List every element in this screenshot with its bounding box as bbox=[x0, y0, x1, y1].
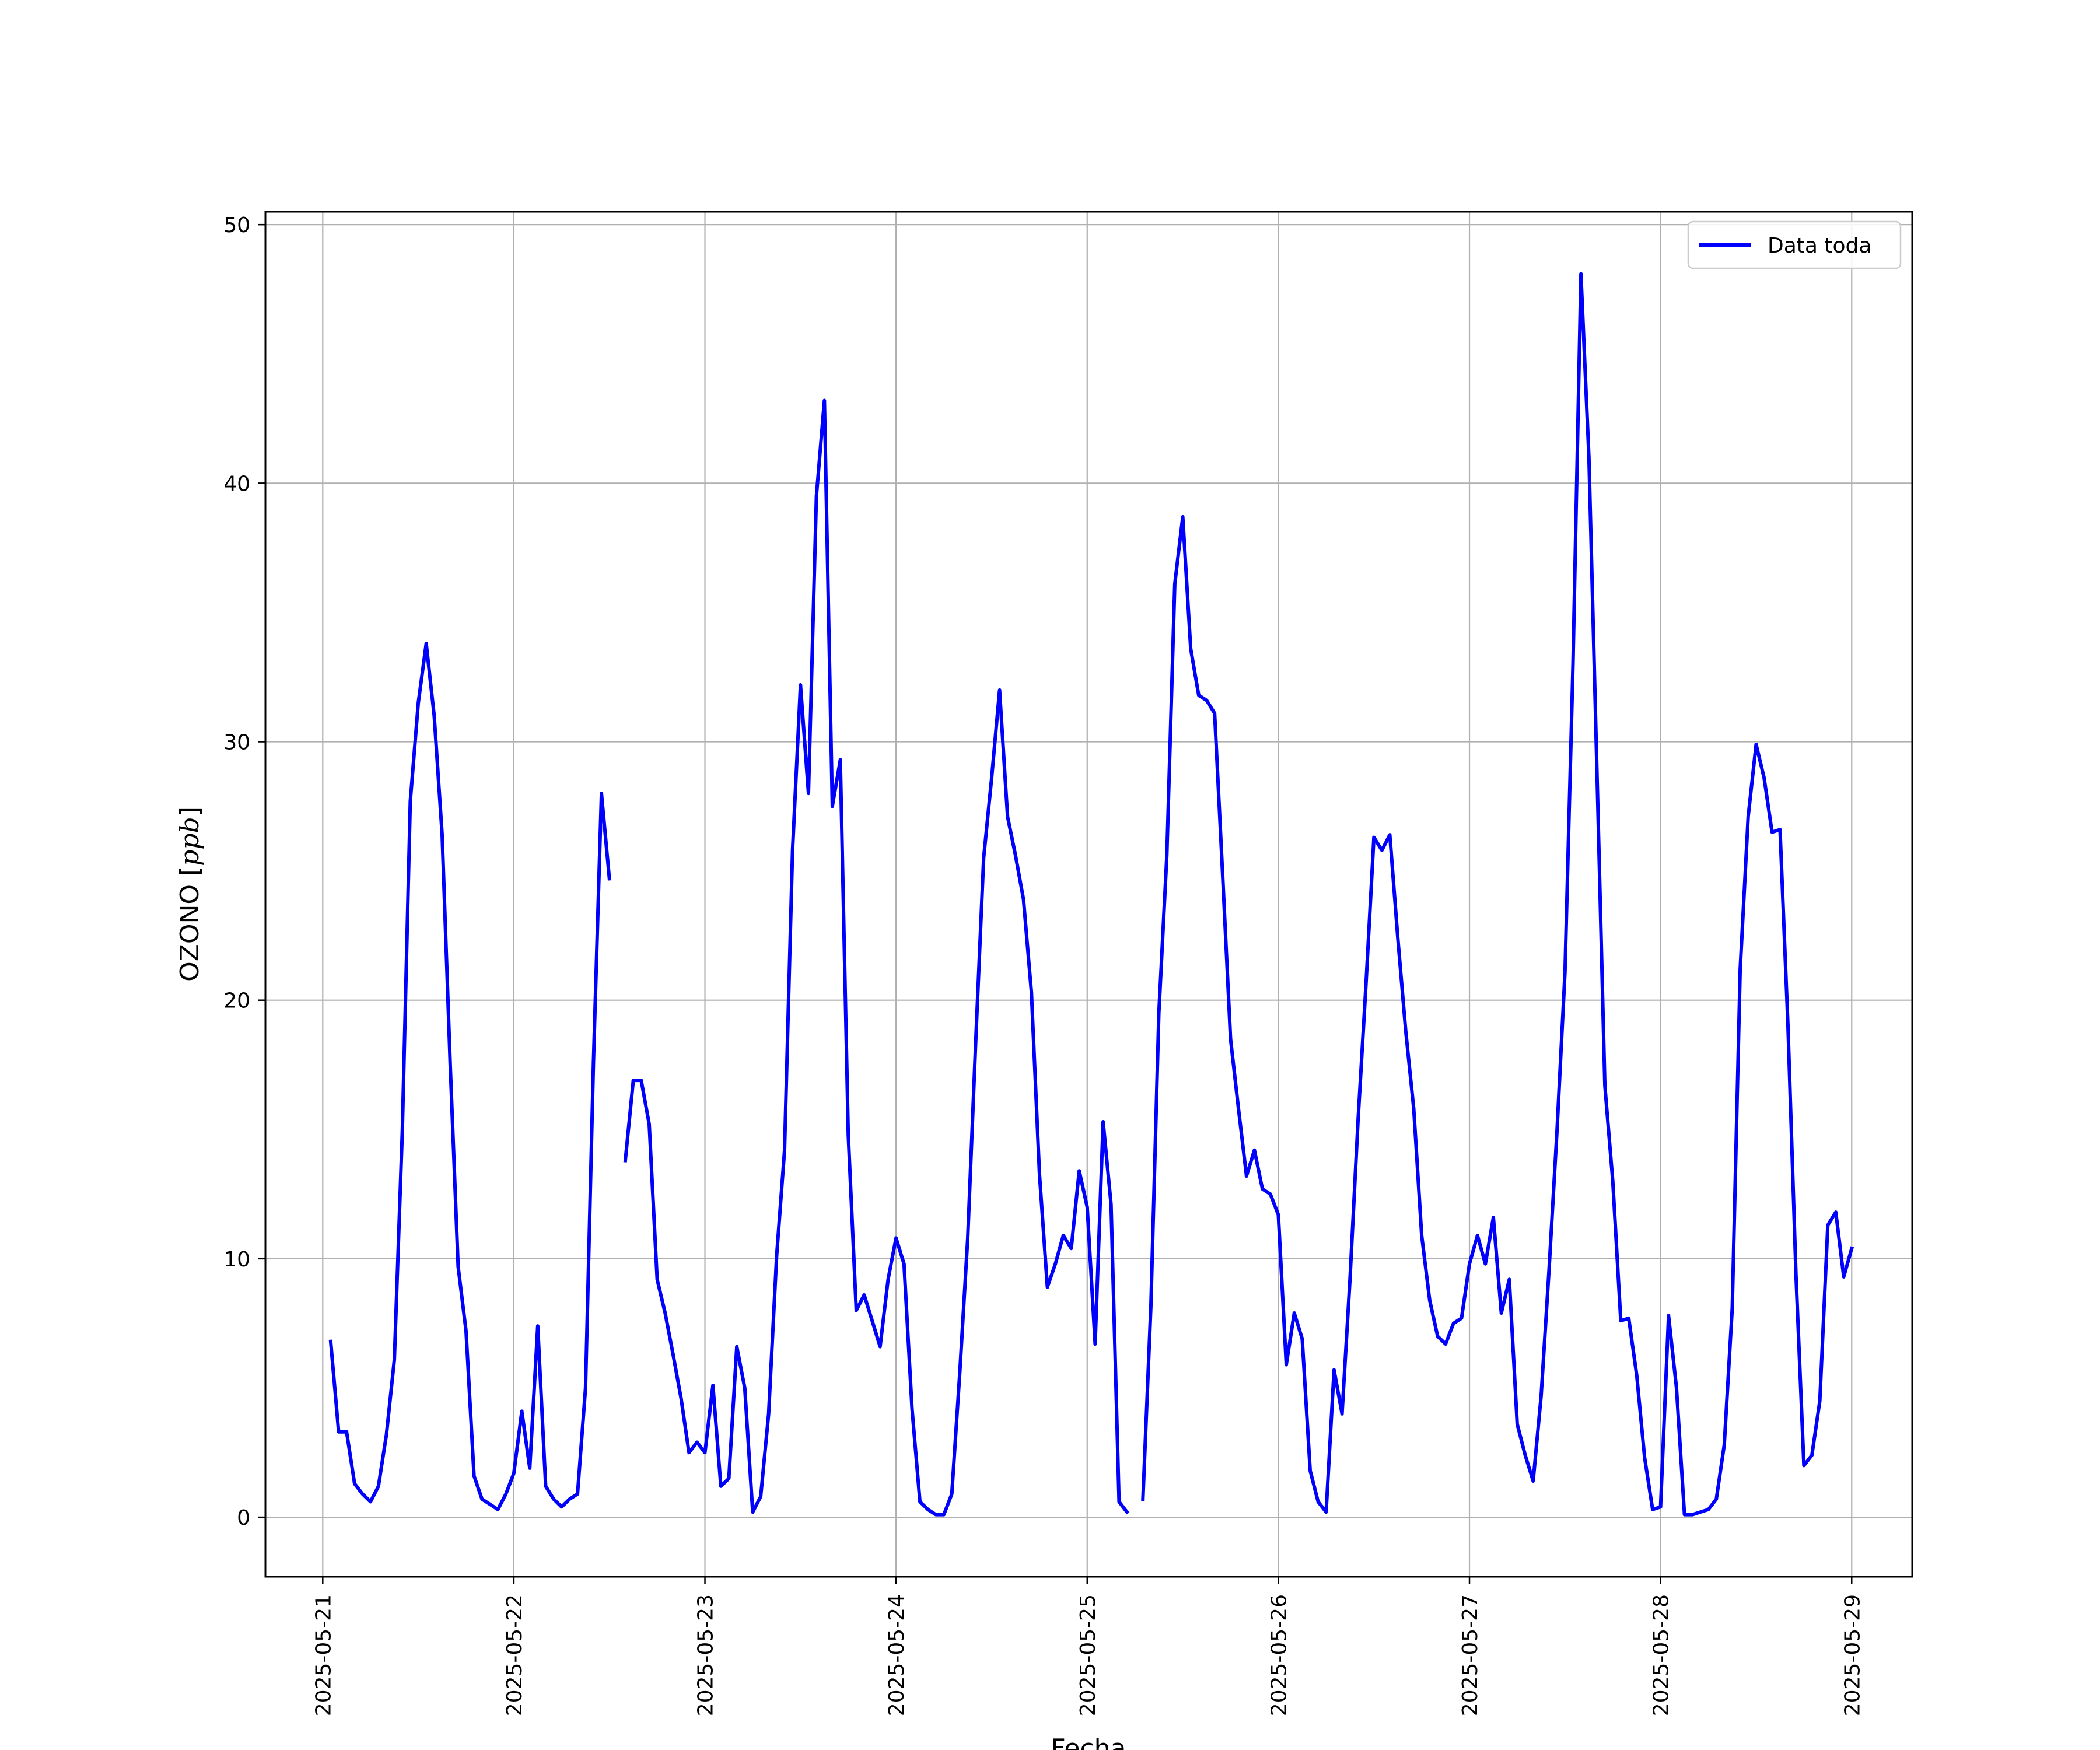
y-tick-label: 50 bbox=[223, 214, 250, 237]
y-tick-label: 10 bbox=[223, 1248, 250, 1272]
y-axis-unit-close: ] bbox=[175, 807, 205, 817]
legend-label: Data toda bbox=[1768, 234, 1871, 258]
x-tick-label: 2025-05-28 bbox=[1650, 1594, 1674, 1716]
y-axis-unit-open: [ bbox=[175, 866, 205, 884]
x-tick-label: 2025-05-24 bbox=[885, 1594, 909, 1716]
y-tick-label: 30 bbox=[223, 731, 250, 755]
series-lines bbox=[328, 272, 1854, 1517]
x-tick-label: 2025-05-21 bbox=[312, 1594, 335, 1716]
y-tick-label: 0 bbox=[237, 1506, 250, 1530]
x-tick-label: 2025-05-27 bbox=[1458, 1594, 1482, 1716]
x-tick-label: 2025-05-23 bbox=[694, 1594, 718, 1716]
x-axis-label: Fecha bbox=[1051, 1734, 1126, 1750]
series-line-segment bbox=[1141, 272, 1854, 1517]
series-line-segment bbox=[623, 398, 1130, 1517]
x-axis-ticks: 2025-05-21 2025-05-22 2025-05-23 2025-05-24… bbox=[312, 1577, 1864, 1716]
y-axis-label: OZONO bbox=[175, 884, 205, 982]
x-tick-label: 2025-05-26 bbox=[1267, 1594, 1291, 1716]
legend: Data toda bbox=[1687, 220, 1902, 270]
plot-frame bbox=[264, 211, 1913, 1578]
x-tick-label: 2025-05-25 bbox=[1076, 1594, 1100, 1716]
y-axis-ticks: 0 10 20 30 40 50 bbox=[223, 214, 265, 1530]
legend-box bbox=[1687, 220, 1902, 270]
grid-lines bbox=[265, 212, 1912, 1577]
series-line-segment bbox=[328, 642, 611, 1511]
y-axis-unit: ppb bbox=[175, 817, 205, 866]
y-tick-label: 20 bbox=[223, 989, 250, 1013]
y-axis-label-group: OZONO [ppb] bbox=[175, 807, 205, 982]
y-tick-label: 40 bbox=[223, 472, 250, 496]
x-tick-label: 2025-05-29 bbox=[1840, 1594, 1864, 1716]
x-tick-label: 2025-05-22 bbox=[503, 1594, 527, 1716]
